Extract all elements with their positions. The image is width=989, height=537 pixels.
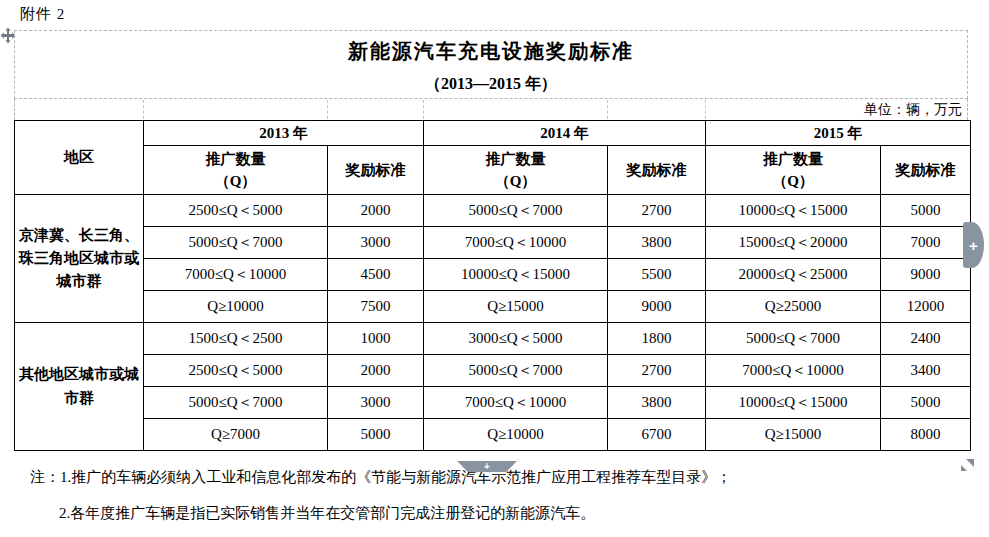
- gridline: [607, 100, 608, 119]
- quantity-header: 推广数量 （Q）: [706, 146, 881, 195]
- table-row: Q≥10000 7500 Q≥15000 9000 Q≥25000 12000: [15, 291, 971, 323]
- reward-cell: 2000: [328, 195, 424, 227]
- table-row: 7000≤Q＜10000 4500 10000≤Q＜15000 5500 200…: [15, 259, 971, 291]
- qty-cell: 1500≤Q＜2500: [144, 323, 328, 355]
- qty-cell: 7000≤Q＜10000: [144, 259, 328, 291]
- region-cell: 京津冀、长三角、珠三角地区城市或城市群: [15, 195, 144, 323]
- plus-icon: +: [969, 237, 978, 254]
- quantity-header: 推广数量 （Q）: [424, 146, 608, 195]
- table-resize-handle[interactable]: [959, 457, 975, 473]
- gridline: [423, 100, 424, 119]
- qty-cell: Q≥15000: [424, 291, 608, 323]
- reward-cell: 5000: [881, 387, 971, 419]
- region-cell: 其他地区城市或城市群: [15, 323, 144, 451]
- document-page: 附件 2 新能源汽车充电设施奖励标准 （2013—2015 年） 单位：辆，万元…: [0, 0, 989, 537]
- table-row: 2500≤Q＜5000 2000 5000≤Q＜7000 2700 7000≤Q…: [15, 355, 971, 387]
- reward-cell: 12000: [881, 291, 971, 323]
- reward-header: 奖励标准: [881, 146, 971, 195]
- qty-cell: 5000≤Q＜7000: [144, 227, 328, 259]
- unit-note: 单位：辆，万元: [14, 99, 968, 120]
- table-title: 新能源汽车充电设施奖励标准: [15, 38, 967, 65]
- reward-cell: 2700: [608, 355, 706, 387]
- reward-cell: 8000: [881, 419, 971, 451]
- qty-cell: 15000≤Q＜20000: [706, 227, 881, 259]
- qty-cell: Q≥25000: [706, 291, 881, 323]
- reward-cell: 7000: [881, 227, 971, 259]
- gridline: [705, 100, 706, 119]
- footnote-1: 注：1.推广的车辆必须纳入工业和信息化部发布的《节能与新能源汽车示范推广应用工程…: [30, 468, 731, 487]
- quantity-header-line2: （Q）: [146, 170, 325, 192]
- qty-cell: Q≥7000: [144, 419, 328, 451]
- reward-cell: 5500: [608, 259, 706, 291]
- quantity-header-line2: （Q）: [426, 170, 605, 192]
- reward-cell: 9000: [881, 259, 971, 291]
- qty-cell: Q≥10000: [144, 291, 328, 323]
- plus-icon: +: [484, 462, 490, 472]
- quantity-header-line2: （Q）: [708, 170, 878, 192]
- qty-cell: 5000≤Q＜7000: [706, 323, 881, 355]
- qty-cell: 10000≤Q＜15000: [706, 195, 881, 227]
- reward-cell: 3800: [608, 387, 706, 419]
- reward-table: 地区 2013 年 2014 年 2015 年 推广数量 （Q） 奖励标准 推广…: [14, 120, 971, 451]
- year-header-2014: 2014 年: [424, 121, 706, 146]
- table-row: 5000≤Q＜7000 3000 7000≤Q＜10000 3800 10000…: [15, 387, 971, 419]
- reward-cell: 4500: [328, 259, 424, 291]
- qty-cell: 2500≤Q＜5000: [144, 355, 328, 387]
- reward-cell: 7500: [328, 291, 424, 323]
- reward-cell: 2700: [608, 195, 706, 227]
- table-row: 其他地区城市或城市群 1500≤Q＜2500 1000 3000≤Q＜5000 …: [15, 323, 971, 355]
- table-subtitle: （2013—2015 年）: [15, 74, 967, 95]
- reward-cell: 9000: [608, 291, 706, 323]
- qty-cell: Q≥10000: [424, 419, 608, 451]
- quantity-header-line1: 推广数量: [426, 148, 605, 170]
- qty-cell: 3000≤Q＜5000: [424, 323, 608, 355]
- qty-cell: 10000≤Q＜15000: [706, 387, 881, 419]
- qty-cell: 20000≤Q＜25000: [706, 259, 881, 291]
- reward-cell: 5000: [881, 195, 971, 227]
- reward-cell: 3400: [881, 355, 971, 387]
- reward-cell: 1000: [328, 323, 424, 355]
- qty-cell: Q≥15000: [706, 419, 881, 451]
- table-row: 推广数量 （Q） 奖励标准 推广数量 （Q） 奖励标准 推广数量 （Q） 奖励标…: [15, 146, 971, 195]
- qty-cell: 5000≤Q＜7000: [144, 387, 328, 419]
- quantity-header-line1: 推广数量: [146, 148, 325, 170]
- add-column-handle[interactable]: +: [963, 222, 984, 268]
- quantity-header-line1: 推广数量: [708, 148, 878, 170]
- qty-cell: 5000≤Q＜7000: [424, 195, 608, 227]
- table-row: 地区 2013 年 2014 年 2015 年: [15, 121, 971, 146]
- quantity-header: 推广数量 （Q）: [144, 146, 328, 195]
- region-header: 地区: [15, 121, 144, 195]
- qty-cell: 7000≤Q＜10000: [424, 387, 608, 419]
- qty-cell: 5000≤Q＜7000: [424, 355, 608, 387]
- reward-cell: 6700: [608, 419, 706, 451]
- reward-cell: 2000: [328, 355, 424, 387]
- reward-cell: 3000: [328, 387, 424, 419]
- title-block: 新能源汽车充电设施奖励标准 （2013—2015 年）: [14, 30, 968, 99]
- qty-cell: 7000≤Q＜10000: [424, 227, 608, 259]
- table-row: 5000≤Q＜7000 3000 7000≤Q＜10000 3800 15000…: [15, 227, 971, 259]
- table-row: 京津冀、长三角、珠三角地区城市或城市群 2500≤Q＜5000 2000 500…: [15, 195, 971, 227]
- qty-cell: 7000≤Q＜10000: [706, 355, 881, 387]
- year-header-2013: 2013 年: [144, 121, 424, 146]
- gridline: [327, 100, 328, 119]
- footnote-2: 2.各年度推广车辆是指已实际销售并当年在交管部门完成注册登记的新能源汽车。: [59, 504, 595, 523]
- reward-cell: 5000: [328, 419, 424, 451]
- qty-cell: 2500≤Q＜5000: [144, 195, 328, 227]
- reward-header: 奖励标准: [608, 146, 706, 195]
- resize-icon: [959, 457, 975, 473]
- table-row: Q≥7000 5000 Q≥10000 6700 Q≥15000 8000: [15, 419, 971, 451]
- reward-cell: 3000: [328, 227, 424, 259]
- reward-header: 奖励标准: [328, 146, 424, 195]
- reward-cell: 3800: [608, 227, 706, 259]
- year-header-2015: 2015 年: [706, 121, 971, 146]
- qty-cell: 10000≤Q＜15000: [424, 259, 608, 291]
- attachment-label: 附件 2: [20, 5, 65, 24]
- reward-cell: 2400: [881, 323, 971, 355]
- gridline: [143, 100, 144, 119]
- reward-cell: 1800: [608, 323, 706, 355]
